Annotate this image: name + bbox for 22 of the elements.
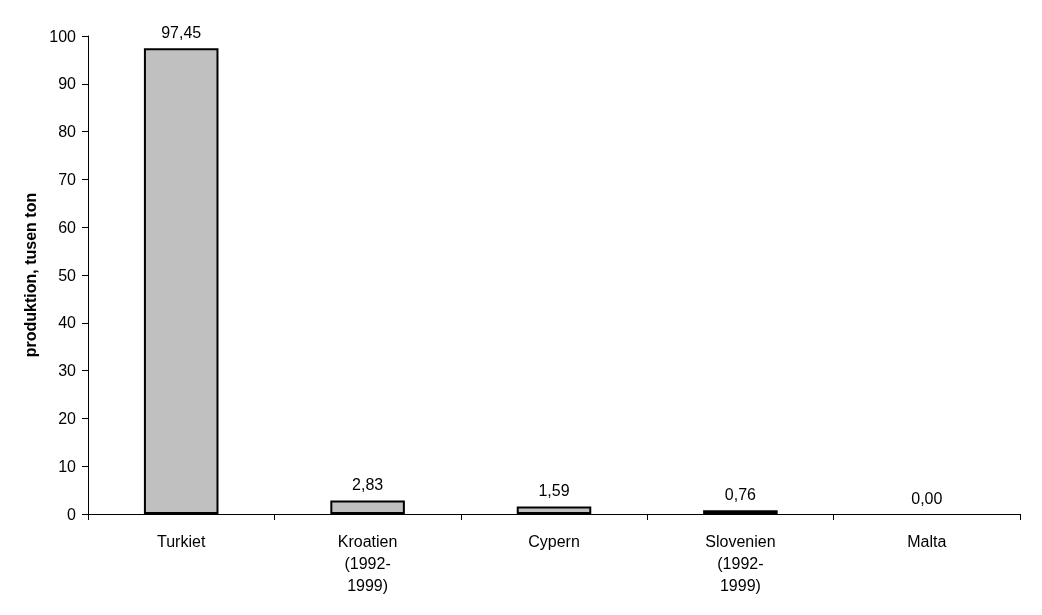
y-tick-label: 20 [58,409,77,427]
x-tick-label: Slovenien (1992-1999) [705,532,776,594]
x-tick-label: Malta [907,532,947,550]
y-tick-label: 0 [67,505,77,523]
y-tick-label: 40 [58,314,77,332]
data-label: 0,00 [911,489,943,507]
y-tick-label: 70 [58,170,77,188]
y-tick-label: 10 [58,457,77,475]
y-tick-label: 30 [58,362,77,380]
y-tick-label: 60 [58,218,77,236]
y-tick-label: 90 [58,75,77,93]
data-label: 97,45 [161,23,202,41]
x-tick-label: Cypern [528,532,580,550]
data-label: 2,83 [352,475,384,493]
y-tick-label: 50 [58,266,77,284]
x-tick-label: Turkiet [157,532,206,550]
data-label: 1,59 [538,481,570,499]
y-axis-title: produktion, tusen ton [21,192,39,358]
y-tick-label: 80 [58,123,77,141]
y-tick-label: 100 [49,27,77,45]
data-label: 0,76 [724,485,757,503]
x-tick-label: Kroatien (1992-1999) [337,532,398,594]
